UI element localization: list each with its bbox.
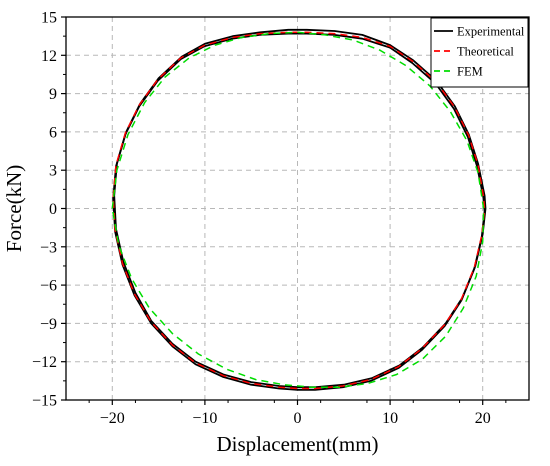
y-axis-title: Force(kN) — [2, 165, 26, 252]
series-line-fem — [111, 31, 485, 388]
y-tick-label: −9 — [40, 316, 57, 333]
x-tick-label: −20 — [100, 410, 125, 427]
y-tick-label: −15 — [32, 393, 57, 410]
x-axis-title: Displacement(mm) — [216, 432, 378, 456]
y-tick-label: 0 — [49, 201, 57, 218]
y-tick-label: −12 — [32, 354, 57, 371]
tick-labels: −20 −10 0 10 20 −15 −12 −9 −6 −3 0 3 6 9 12 15 — [32, 10, 491, 428]
legend-label-experimental: Experimental — [457, 25, 525, 39]
x-tick-label: −10 — [192, 410, 217, 427]
legend: Experimental Theoretical FEM — [430, 17, 529, 88]
y-tick-label: 9 — [49, 86, 57, 103]
y-tick-label: 12 — [41, 48, 57, 65]
series-line-experimental — [112, 32, 486, 391]
legend-box — [430, 17, 529, 88]
y-tick-label: 15 — [41, 10, 57, 27]
legend-label-fem: FEM — [457, 65, 483, 79]
series-line-theoretical — [112, 31, 486, 390]
y-tick-label: −3 — [40, 239, 57, 256]
legend-label-theoretical: Theoretical — [457, 45, 514, 59]
y-tick-label: −6 — [40, 278, 57, 295]
series-line-experimental — [113, 28, 487, 389]
axis-ticks — [61, 16, 507, 405]
plot-series — [111, 28, 487, 391]
y-tick-label: 6 — [49, 124, 57, 141]
x-tick-label: 20 — [475, 410, 491, 427]
y-tick-label: 3 — [49, 163, 57, 180]
x-tick-label: 10 — [382, 410, 398, 427]
x-tick-label: 0 — [294, 410, 302, 427]
